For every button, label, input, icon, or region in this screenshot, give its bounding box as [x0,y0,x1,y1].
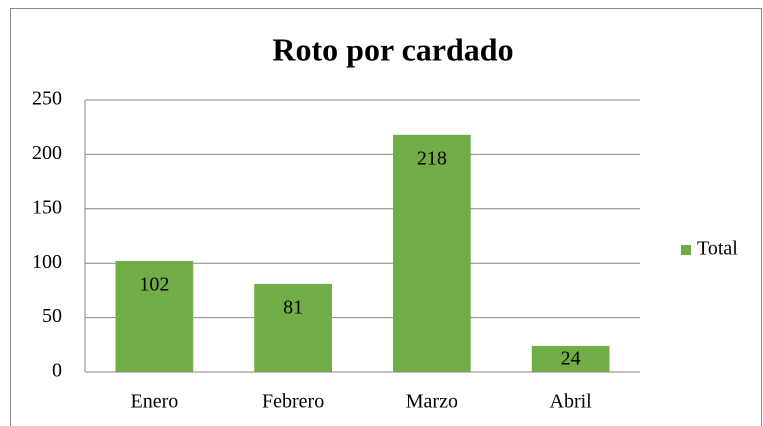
data-label: 24 [561,348,581,370]
data-label: 218 [417,147,447,169]
y-tick-label: 200 [32,142,62,164]
bar [254,283,332,372]
x-tick-label: Enero [130,391,178,413]
data-label: 102 [139,274,169,296]
y-tick-label: 0 [52,360,62,382]
y-tick-label: 100 [32,251,62,273]
x-tick-label: Abril [550,391,593,413]
bar [531,345,610,372]
legend-swatch [681,245,691,255]
bar [393,134,471,372]
legend-label: Total [697,238,738,260]
y-tick-label: 150 [32,196,62,218]
y-tick-label: 250 [32,88,62,110]
y-tick-label: 50 [42,305,62,327]
bar [115,261,194,372]
data-label: 81 [283,296,303,318]
x-tick-label: Febrero [262,391,324,413]
x-tick-label: Marzo [406,391,458,413]
chart-title: Roto por cardado [272,31,513,67]
